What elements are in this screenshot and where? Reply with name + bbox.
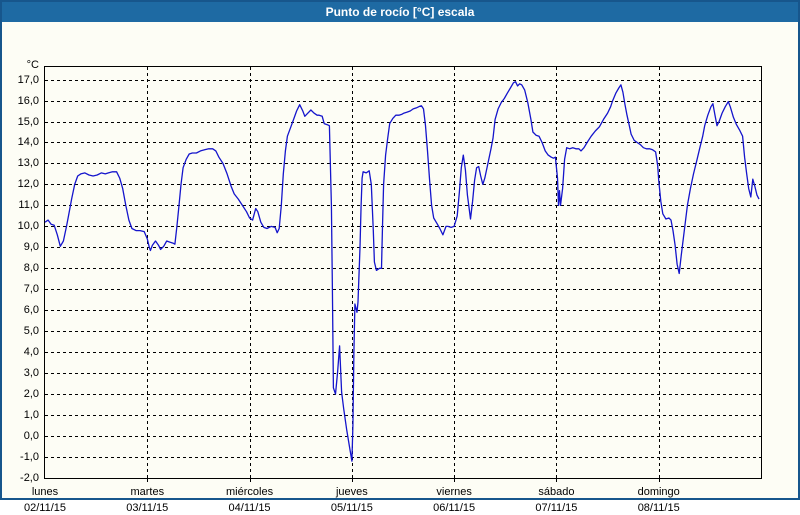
chart-area: °C 17,0 16,0 15,0 14,0 13,0 12,0 11,0 10,0 9,0 8,… bbox=[2, 22, 798, 514]
y-axis-label-6,0: 6,0 bbox=[23, 304, 39, 317]
y-axis-label-17,0: 17,0 bbox=[17, 73, 39, 86]
y-axis-label-2,0: 2,0 bbox=[23, 388, 39, 401]
y-axis-label-11,0: 11,0 bbox=[18, 199, 39, 212]
y-axis-unit-label: °C bbox=[26, 59, 39, 71]
x-axis-day-label-1: martes bbox=[130, 486, 165, 498]
dew-point-chart-svg bbox=[44, 67, 761, 482]
y-axis-label-0,0: 0,0 bbox=[23, 430, 39, 443]
y-axis-label--1,0: -1,0 bbox=[20, 451, 39, 464]
x-axis-date-label-5: 07/11/15 bbox=[535, 502, 578, 514]
x-axis-day-label-4: viernes bbox=[436, 486, 472, 498]
y-axis-label-4,0: 4,0 bbox=[23, 346, 39, 359]
y-axis-label-14,0: 14,0 bbox=[17, 136, 39, 149]
x-axis-date-label-1: 03/11/15 bbox=[126, 502, 169, 514]
x-axis-day-label-6: domingo bbox=[637, 486, 680, 498]
x-axis-day-label-3: jueves bbox=[335, 486, 368, 498]
x-axis-date-label-4: 06/11/15 bbox=[433, 502, 476, 514]
y-axis-label-16,0: 16,0 bbox=[17, 94, 39, 107]
x-axis-date-label-3: 05/11/15 bbox=[330, 502, 373, 514]
x-axis-day-label-0: lunes bbox=[31, 486, 59, 498]
y-axis-label-15,0: 15,0 bbox=[17, 115, 39, 128]
page-title: Punto de rocío [°C] escala bbox=[325, 5, 475, 19]
x-axis-date-label-0: 02/11/15 bbox=[23, 502, 66, 514]
dew-point-series-line bbox=[44, 81, 760, 462]
plot-region bbox=[44, 66, 762, 482]
y-axis-label-8,0: 8,0 bbox=[23, 262, 39, 275]
x-axis-day-label-2: miércoles bbox=[226, 486, 274, 498]
y-axis-label-7,0: 7,0 bbox=[23, 283, 39, 296]
x-axis-date-label-6: 08/11/15 bbox=[637, 502, 680, 514]
y-axis-label-13,0: 13,0 bbox=[17, 157, 39, 170]
y-axis-label-5,0: 5,0 bbox=[23, 325, 39, 338]
x-axis-day-label-5: sábado bbox=[538, 486, 575, 498]
y-axis-label-1,0: 1,0 bbox=[23, 409, 39, 422]
y-axis-label-10,0: 10,0 bbox=[17, 220, 39, 233]
title-bar: Punto de rocío [°C] escala bbox=[2, 2, 798, 22]
y-axis-label-9,0: 9,0 bbox=[23, 241, 39, 254]
y-axis-label-12,0: 12,0 bbox=[17, 178, 39, 191]
y-axis-label--2,0: -2,0 bbox=[20, 472, 39, 484]
x-axis-date-label-2: 04/11/15 bbox=[228, 502, 271, 514]
y-axis-label-3,0: 3,0 bbox=[23, 367, 39, 380]
